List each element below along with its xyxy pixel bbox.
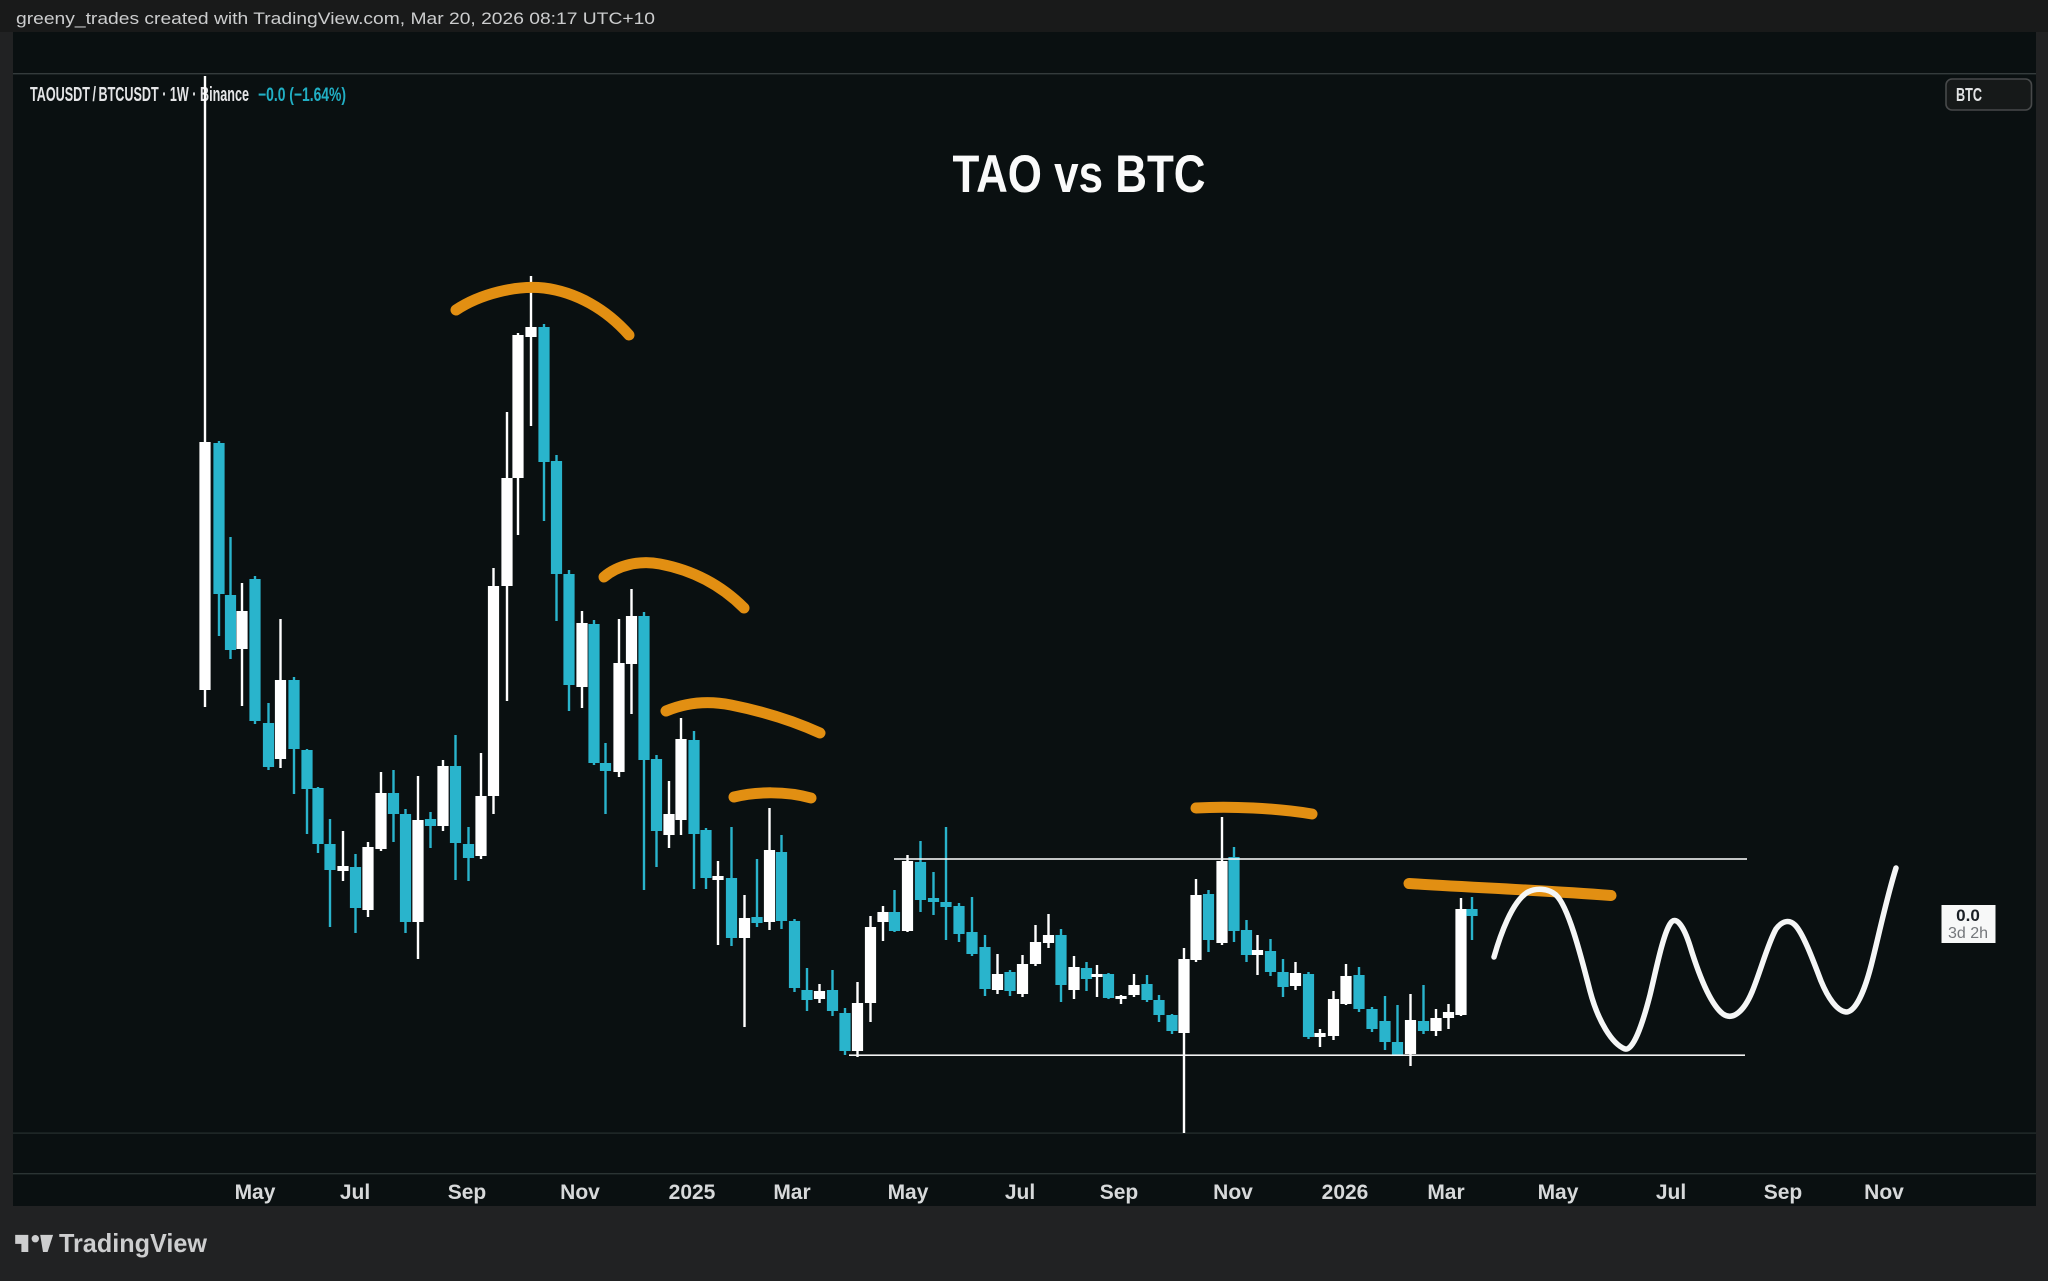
svg-text:Mar: Mar bbox=[773, 1181, 810, 1204]
svg-text:0.0: 0.0 bbox=[1956, 906, 1980, 925]
svg-text:Jul: Jul bbox=[1656, 1181, 1686, 1204]
svg-text:Sep: Sep bbox=[448, 1181, 487, 1204]
svg-text:Nov: Nov bbox=[560, 1181, 600, 1204]
svg-text:Jul: Jul bbox=[1005, 1181, 1035, 1204]
svg-text:TAOUSDT / BTCUSDT · 1W · Binan: TAOUSDT / BTCUSDT · 1W · Binance bbox=[30, 84, 249, 106]
svg-text:May: May bbox=[888, 1181, 929, 1204]
svg-text:TAO vs BTC: TAO vs BTC bbox=[953, 145, 1206, 204]
svg-text:2025: 2025 bbox=[669, 1181, 716, 1204]
svg-text:TradingView: TradingView bbox=[59, 1228, 208, 1258]
svg-text:May: May bbox=[1538, 1181, 1579, 1204]
svg-text:Sep: Sep bbox=[1100, 1181, 1139, 1204]
svg-text:May: May bbox=[235, 1181, 276, 1204]
svg-text:Nov: Nov bbox=[1864, 1181, 1904, 1204]
svg-text:greeny_trades created with Tra: greeny_trades created with TradingView.c… bbox=[16, 9, 655, 28]
svg-text:BTC: BTC bbox=[1956, 85, 1982, 105]
svg-text:Mar: Mar bbox=[1427, 1181, 1464, 1204]
svg-text:2026: 2026 bbox=[1322, 1181, 1369, 1204]
svg-text:3d 2h: 3d 2h bbox=[1948, 925, 1988, 942]
svg-text:−0.0 (−1.64%): −0.0 (−1.64%) bbox=[258, 85, 346, 106]
svg-text:Jul: Jul bbox=[340, 1181, 370, 1204]
svg-text:Nov: Nov bbox=[1213, 1181, 1253, 1204]
svg-text:Sep: Sep bbox=[1764, 1181, 1803, 1204]
